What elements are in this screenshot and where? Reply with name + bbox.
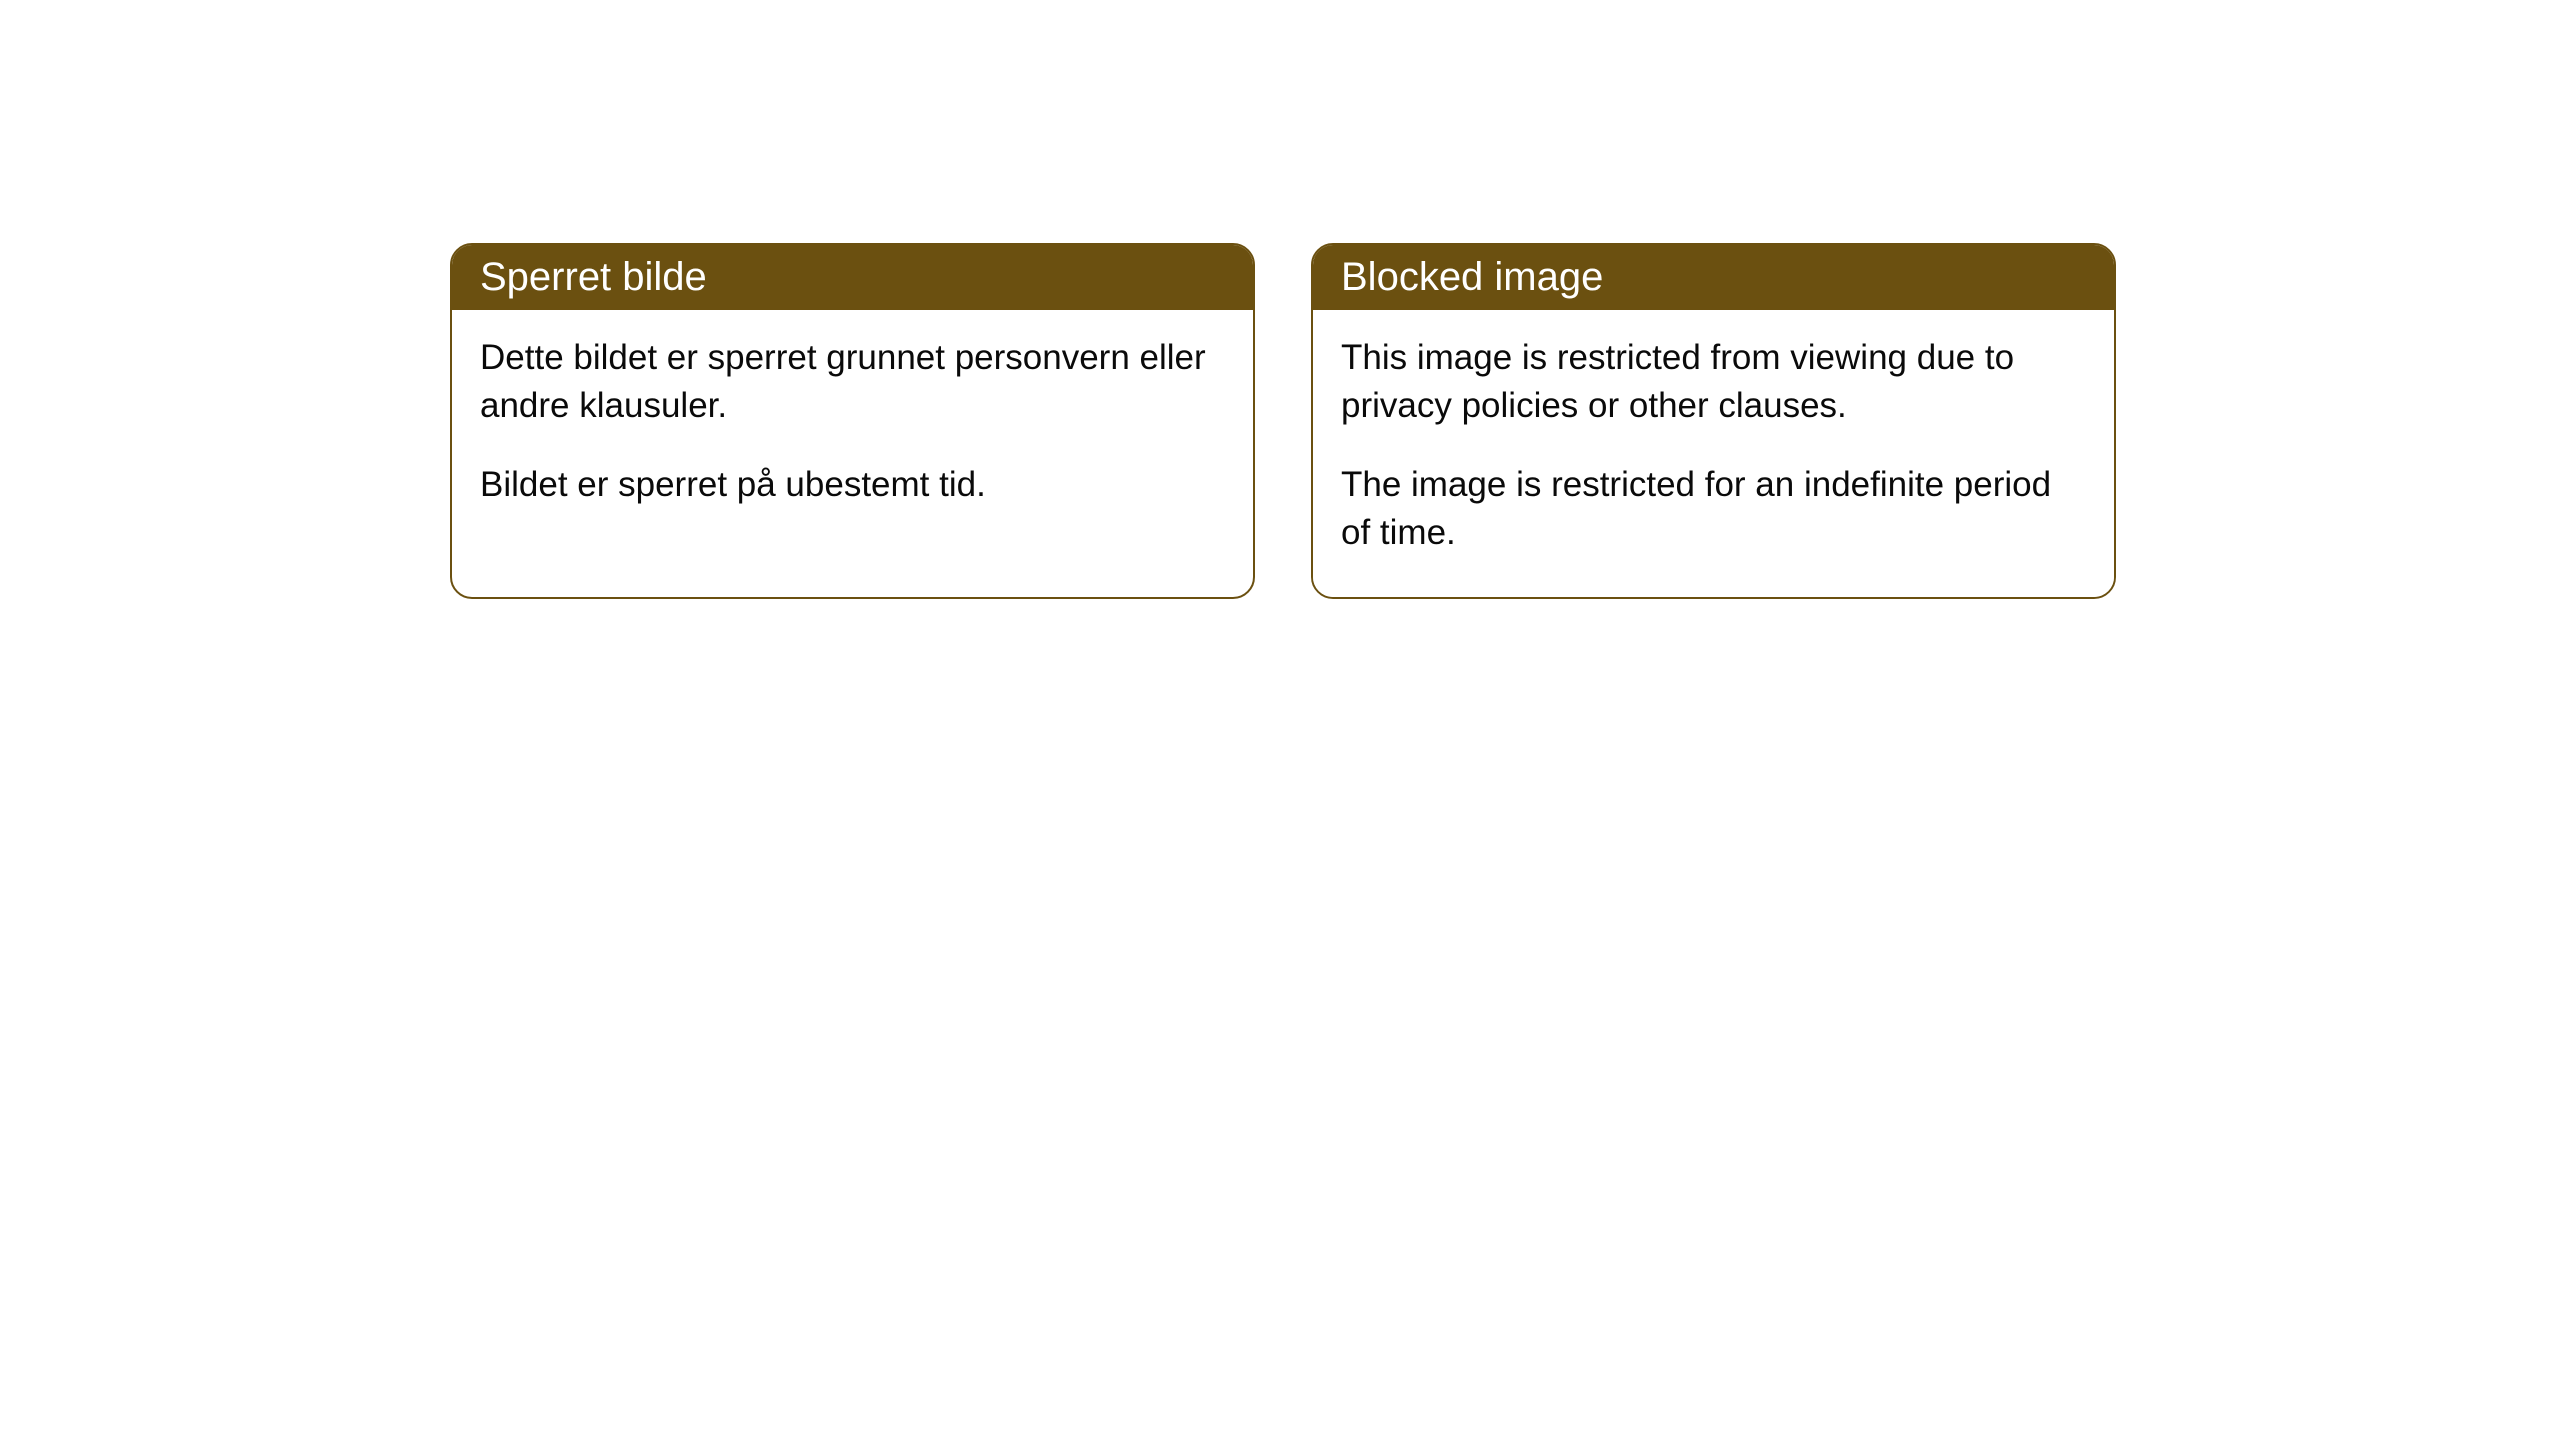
cards-container: Sperret bilde Dette bildet er sperret gr… (450, 243, 2116, 599)
card-header-english: Blocked image (1313, 245, 2114, 310)
card-paragraph-1-norwegian: Dette bildet er sperret grunnet personve… (480, 334, 1225, 431)
card-english: Blocked image This image is restricted f… (1311, 243, 2116, 599)
card-norwegian: Sperret bilde Dette bildet er sperret gr… (450, 243, 1255, 599)
card-paragraph-1-english: This image is restricted from viewing du… (1341, 334, 2086, 431)
card-body-english: This image is restricted from viewing du… (1313, 310, 2114, 597)
card-header-norwegian: Sperret bilde (452, 245, 1253, 310)
card-paragraph-2-english: The image is restricted for an indefinit… (1341, 461, 2086, 558)
card-body-norwegian: Dette bildet er sperret grunnet personve… (452, 310, 1253, 549)
card-paragraph-2-norwegian: Bildet er sperret på ubestemt tid. (480, 461, 1225, 509)
